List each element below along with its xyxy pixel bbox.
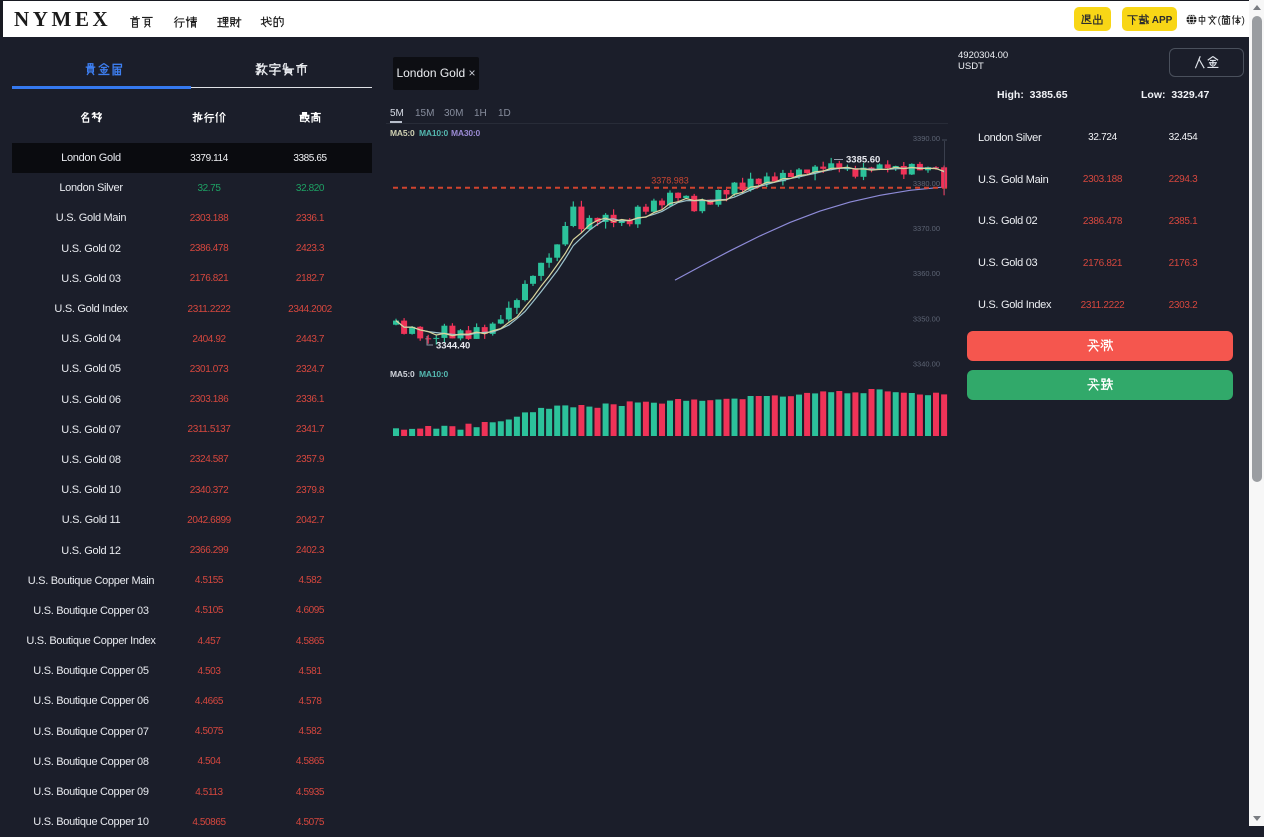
svg-text:3385.60: 3385.60 [846,155,880,166]
svg-text:3344.40: 3344.40 [436,341,470,352]
svg-text:3340.00: 3340.00 [913,359,940,368]
svg-text:3378.983: 3378.983 [651,176,689,186]
svg-text:3370.00: 3370.00 [913,224,940,233]
svg-text:3390.00: 3390.00 [913,134,940,143]
svg-text:3360.00: 3360.00 [913,269,940,278]
svg-text:3380.00: 3380.00 [913,179,940,188]
svg-text:3350.00: 3350.00 [913,314,940,323]
